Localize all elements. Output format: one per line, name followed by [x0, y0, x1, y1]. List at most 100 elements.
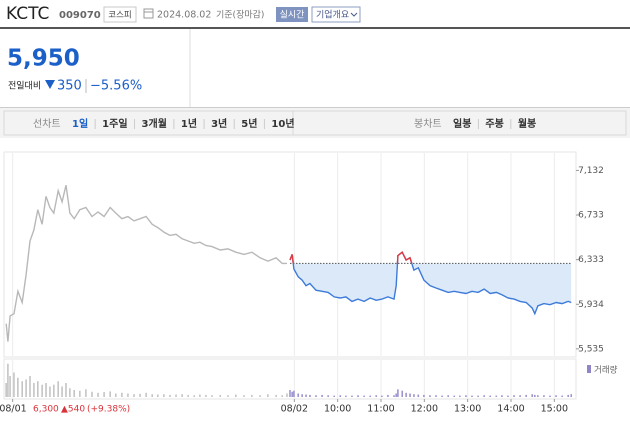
- price-change: 350: [57, 79, 82, 94]
- prev-close: 6,300: [33, 405, 59, 415]
- volume-bar: [275, 394, 277, 397]
- volume-bar: [227, 395, 229, 397]
- volume-bar: [211, 395, 213, 397]
- volume-bar: [351, 395, 353, 397]
- change-label: 전일대비: [8, 81, 41, 92]
- volume-bar: [21, 381, 23, 397]
- prev-change: ▲540: [61, 405, 85, 415]
- volume-bar: [465, 395, 467, 397]
- volume-bar: [459, 395, 461, 397]
- period-tab[interactable]: 월봉: [518, 118, 536, 130]
- plot-frame: [3, 151, 577, 358]
- volume-bar: [309, 394, 311, 397]
- volume-bar: [375, 395, 378, 397]
- period-tab[interactable]: 3개월: [142, 117, 167, 130]
- volume-bar: [133, 394, 135, 397]
- volume-bar: [429, 395, 431, 397]
- volume-bar: [333, 395, 335, 397]
- period-tab[interactable]: 3년: [211, 117, 227, 130]
- market-tag-box: [103, 6, 137, 23]
- volume-bar: [507, 395, 509, 397]
- volume-bar: [417, 394, 420, 397]
- period-tab[interactable]: 1주일: [102, 117, 127, 130]
- volume-bar: [291, 391, 293, 397]
- volume-bar: [17, 377, 19, 397]
- volume-bar: [151, 394, 153, 397]
- volume-bar: [423, 394, 425, 397]
- volume-bar: [85, 389, 87, 397]
- volume-bar: [297, 393, 300, 397]
- volume-bar: [397, 389, 399, 397]
- current-price: 5,950: [7, 46, 80, 72]
- volume-bar: [157, 394, 159, 397]
- y-tick-label: 7,132: [578, 166, 604, 176]
- period-tab[interactable]: 1일: [72, 117, 88, 130]
- volume-bar: [401, 390, 404, 397]
- volume-bar: [37, 381, 39, 397]
- volume-bar: [495, 395, 498, 397]
- volume-bar: [243, 395, 245, 397]
- volume-bar: [525, 394, 527, 397]
- volume-bar: [219, 394, 222, 397]
- volume-bar: [501, 395, 503, 397]
- volume-bar: [327, 395, 329, 397]
- stock-code: 009070: [59, 10, 101, 21]
- company-label[interactable]: 기업개요: [316, 10, 349, 21]
- period-tab[interactable]: 5년: [241, 117, 257, 130]
- volume-bar: [251, 394, 253, 397]
- period-tab[interactable]: 10년: [271, 117, 294, 130]
- volume-bar: [193, 395, 196, 397]
- volume-bar: [543, 395, 545, 397]
- volume-bar: [145, 392, 147, 397]
- volume-legend-swatch: [587, 365, 591, 373]
- volume-bar: [315, 395, 317, 397]
- volume-legend-label: 거래량: [594, 365, 618, 376]
- volume-bar: [369, 395, 371, 397]
- volume-bar: [235, 394, 237, 397]
- volume-bar: [549, 395, 551, 397]
- volume-bar: [281, 395, 283, 397]
- volume-bar: [471, 395, 473, 397]
- volume-bar: [293, 390, 295, 397]
- tab-group-label: 봉차트: [414, 118, 442, 130]
- period-tab[interactable]: 주봉: [485, 118, 503, 130]
- volume-bar: [477, 395, 479, 397]
- volume-bar: [409, 393, 411, 397]
- volume-bar: [103, 392, 105, 397]
- realtime-label[interactable]: 실시간: [280, 10, 305, 21]
- volume-bar: [393, 395, 395, 397]
- period-tab[interactable]: 일봉: [453, 117, 471, 130]
- volume-bar: [441, 395, 443, 397]
- volume-bar: [555, 395, 557, 397]
- volume-bar: [73, 390, 75, 397]
- volume-bar: [169, 394, 171, 397]
- y-tick-label: 6,733: [578, 211, 604, 221]
- volume-bar: [534, 394, 536, 397]
- volume-bar: [339, 395, 342, 397]
- volume-bar: [363, 395, 365, 397]
- down-arrow: [45, 80, 55, 89]
- volume-bar: [267, 394, 269, 397]
- x-tick-label: 12:00: [411, 404, 438, 415]
- company-button[interactable]: [311, 6, 361, 23]
- volume-bar: [205, 394, 207, 397]
- y-tick-label: 5,535: [578, 344, 604, 354]
- volume-bar: [13, 372, 15, 397]
- period-tab[interactable]: 1년: [181, 117, 197, 130]
- volume-bar: [537, 395, 539, 397]
- volume-bar: [33, 383, 35, 397]
- market-tag: 코스피: [108, 11, 131, 21]
- volume-bar: [5, 383, 7, 397]
- volume-bar: [109, 391, 111, 397]
- realtime-button[interactable]: [276, 7, 308, 22]
- volume-bar: [181, 394, 183, 397]
- tab-group-label: 선차트: [33, 118, 61, 130]
- volume-bar: [259, 395, 261, 397]
- volume-bar: [286, 393, 288, 397]
- volume-bar: [45, 383, 47, 397]
- dropdown-caret: [350, 12, 358, 17]
- volume-bar: [65, 383, 67, 397]
- volume-bar: [91, 391, 93, 397]
- volume-bar: [345, 395, 347, 397]
- volume-bar: [57, 381, 59, 397]
